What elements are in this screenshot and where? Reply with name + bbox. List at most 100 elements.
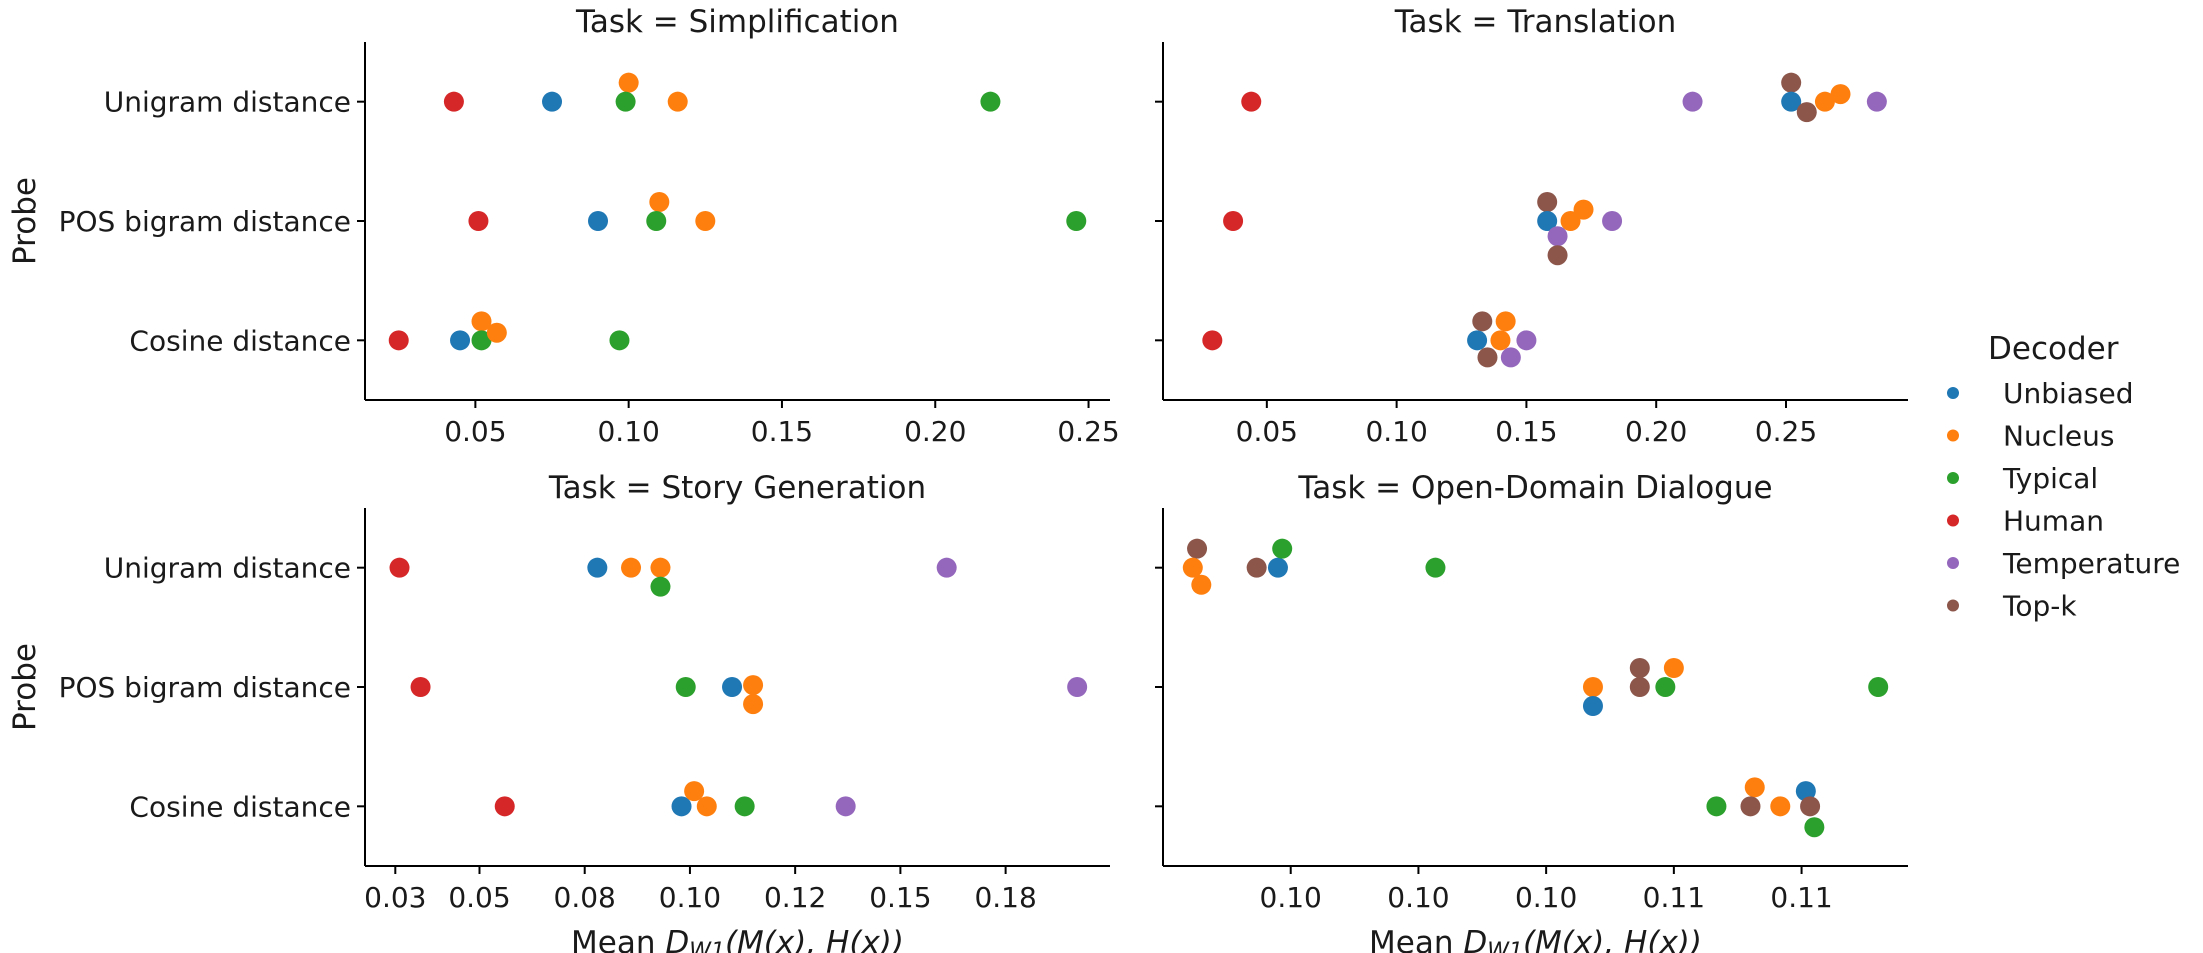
x-tick-label: 0.15 — [1495, 415, 1557, 448]
y-tick-label: Unigram distance — [104, 552, 351, 585]
point-nucleus — [1191, 574, 1212, 595]
point-nucleus — [743, 694, 764, 715]
panel-task-open-domain-dialogue: Task = Open-Domain Dialogue 0.10 0.10 0.10 0… — [1155, 470, 1908, 953]
legend-marker — [1947, 514, 1959, 527]
legend-label: Unbiased — [2003, 377, 2134, 410]
point-typical — [1706, 796, 1727, 817]
point-unbiased — [542, 91, 563, 112]
point-temperature — [1067, 677, 1088, 697]
legend-label: Typical — [2002, 462, 2098, 495]
x-tick-label: 0.10 — [1260, 881, 1322, 914]
point-top-k — [1800, 796, 1821, 817]
x-tick-label: 0.05 — [1236, 415, 1298, 448]
point-nucleus — [650, 557, 671, 578]
point-nucleus — [618, 72, 639, 93]
point-unbiased — [1795, 781, 1816, 802]
y-tick-label: POS bigram distance — [59, 205, 351, 238]
x-tick-label: 0.15 — [751, 415, 813, 448]
point-nucleus — [621, 557, 642, 578]
point-top-k — [1537, 192, 1558, 212]
point-human — [443, 91, 464, 112]
point-human — [389, 557, 410, 578]
legend-item-top-k: Top-k — [1947, 590, 2077, 623]
x-tick-label: 0.10 — [659, 881, 721, 914]
y-tick-label: Unigram distance — [104, 86, 351, 119]
point-nucleus — [1814, 91, 1835, 112]
point-temperature — [835, 796, 856, 817]
y-tick-label: Cosine distance — [129, 324, 351, 357]
point-top-k — [1477, 347, 1498, 368]
point-nucleus — [684, 781, 705, 802]
point-nucleus — [1582, 677, 1603, 697]
legend-item-human: Human — [1947, 505, 2104, 538]
legend-marker — [1947, 557, 1959, 569]
x-tick-label: 0.10 — [597, 415, 659, 448]
x-tick-label: 0.18 — [974, 881, 1036, 914]
point-top-k — [1796, 102, 1817, 123]
legend-item-unbiased: Unbiased — [1947, 377, 2134, 410]
point-nucleus — [1182, 557, 1203, 578]
point-human — [1223, 211, 1244, 231]
panel-title: Task = Translation — [1394, 4, 1677, 40]
x-tick-label: 0.10 — [1365, 415, 1427, 448]
panels-layer: Task = Simplification Unigram distance POS… — [7, 4, 1908, 953]
point-typical — [675, 677, 696, 697]
point-top-k — [1246, 557, 1267, 578]
point-top-k — [1781, 72, 1802, 93]
legend-title: Decoder — [1988, 331, 2119, 367]
point-nucleus — [667, 91, 688, 112]
y-tick-label: Cosine distance — [129, 790, 351, 823]
point-unbiased — [1582, 696, 1603, 716]
point-temperature — [1866, 91, 1887, 112]
x-tick-label: 0.05 — [444, 415, 506, 448]
y-axis-label: Probe — [7, 643, 43, 731]
x-axis-label: Mean DW1(M(x), H(x)) — [571, 925, 904, 953]
legend-item-typical: Typical — [1947, 462, 2098, 495]
point-unbiased — [1781, 91, 1802, 112]
x-tick-label: 0.10 — [1515, 881, 1577, 914]
point-human — [468, 211, 489, 231]
point-typical — [650, 576, 671, 597]
panel-task-translation: Task = Translation 0.05 0.10 0.15 0.20 0.25 — [1155, 4, 1908, 448]
point-typical — [471, 330, 492, 351]
point-human — [410, 677, 431, 697]
x-tick-label: 0.12 — [764, 881, 826, 914]
legend-marker — [1947, 387, 1959, 399]
point-temperature — [1682, 91, 1703, 112]
x-tick-label: 0.20 — [904, 415, 966, 448]
point-typical — [1272, 538, 1293, 559]
point-temperature — [1547, 226, 1568, 247]
point-typical — [1868, 677, 1889, 697]
x-tick-label: 0.03 — [364, 881, 426, 914]
panel-title: Task = Open-Domain Dialogue — [1297, 470, 1772, 506]
x-tick-label: 0.25 — [1057, 415, 1119, 448]
point-unbiased — [450, 330, 471, 351]
point-nucleus — [1495, 311, 1516, 332]
point-nucleus — [695, 211, 716, 231]
point-nucleus — [1560, 211, 1581, 231]
point-unbiased — [587, 557, 608, 578]
point-nucleus — [1490, 330, 1511, 351]
point-typical — [646, 211, 667, 231]
panel-task-story-generation: Task = Story Generation Unigram distance P… — [7, 470, 1110, 953]
point-unbiased — [1467, 330, 1488, 351]
point-unbiased — [588, 211, 609, 231]
point-typical — [980, 91, 1001, 112]
x-tick-label: 0.15 — [869, 881, 931, 914]
point-unbiased — [1537, 211, 1558, 231]
point-typical — [615, 91, 636, 112]
point-temperature — [1500, 347, 1521, 368]
point-nucleus — [1830, 84, 1851, 105]
point-top-k — [1740, 796, 1761, 817]
point-typical — [734, 796, 755, 817]
panel-task-simplification: Task = Simplification Unigram distance POS… — [7, 4, 1120, 448]
legend-item-nucleus: Nucleus — [1947, 420, 2114, 453]
point-top-k — [1472, 311, 1493, 332]
legend-item-temperature: Temperature — [1947, 547, 2180, 580]
point-unbiased — [1267, 557, 1288, 578]
point-temperature — [1516, 330, 1537, 351]
point-nucleus — [486, 322, 507, 343]
legend-label: Nucleus — [2003, 420, 2114, 453]
point-temperature — [936, 557, 957, 578]
